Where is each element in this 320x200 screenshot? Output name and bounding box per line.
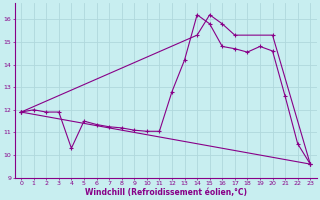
X-axis label: Windchill (Refroidissement éolien,°C): Windchill (Refroidissement éolien,°C)	[85, 188, 247, 197]
